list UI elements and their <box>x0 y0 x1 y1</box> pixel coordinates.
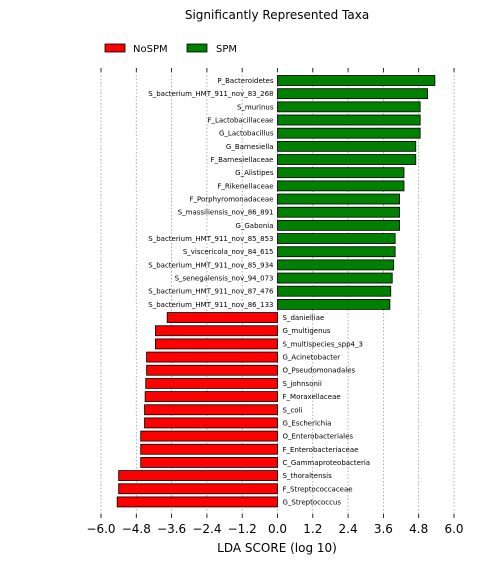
bar-label: S_viscericola_nov_84_615 <box>183 248 274 256</box>
bar <box>277 180 405 192</box>
legend: NoSPM SPM <box>104 43 237 55</box>
x-tick-label: −3.6 <box>157 522 186 536</box>
bar <box>155 325 278 337</box>
bar-label: G_Gabonia <box>235 222 273 230</box>
x-tick-label: 0.0 <box>268 522 287 536</box>
bar <box>140 430 278 442</box>
legend-label-spm: SPM <box>216 44 237 55</box>
x-tick-label: −1.2 <box>228 522 257 536</box>
chart-title: Significantly Represented Taxa <box>185 8 369 22</box>
bar-label: O_Enterobacteriales <box>283 433 354 441</box>
bar <box>155 338 278 350</box>
bar-label: F_Rikenellaceae <box>217 182 273 190</box>
x-tick-label: 1.2 <box>303 522 322 536</box>
bar <box>140 443 278 455</box>
bar <box>144 417 278 429</box>
bar-label: S_bacterium_HMT_911_nov_83_268 <box>148 90 273 98</box>
x-tick-label: −6.0 <box>86 522 115 536</box>
bar <box>118 483 278 495</box>
legend-label-nospm: NoSPM <box>133 44 168 55</box>
legend-swatch-nospm <box>104 43 126 53</box>
bar <box>277 259 395 271</box>
bar <box>116 496 278 508</box>
bar <box>277 167 405 179</box>
bar-label: G_Acinetobacter <box>283 354 341 362</box>
bar <box>144 391 278 402</box>
bar-label: G_Streptococcus <box>283 498 342 506</box>
bars <box>116 75 436 508</box>
bar-label: G_Alistipes <box>235 169 274 177</box>
bar <box>277 206 400 218</box>
bar <box>146 351 278 363</box>
bar-label: F_Moraxellaceae <box>283 393 341 401</box>
bar <box>145 378 278 389</box>
bar <box>140 457 278 468</box>
bar <box>118 470 278 482</box>
bar <box>144 404 278 416</box>
x-tick-label: 4.8 <box>409 522 428 536</box>
bar <box>277 272 393 284</box>
x-axis-label: LDA SCORE (log 10) <box>217 541 337 555</box>
bar <box>277 140 417 152</box>
bar-label: S_bacterium_HMT_911_nov_87_476 <box>148 288 274 296</box>
legend-swatch-spm <box>186 43 208 53</box>
bar-label: O_Pseudomonadales <box>283 367 356 375</box>
bar-label: S_bacterium_HMT_911_nov_86_133 <box>148 301 273 309</box>
bar <box>277 193 400 205</box>
bar-label: F_Barnesiellaceae <box>211 156 274 164</box>
x-axis: −6.0 −4.8 −3.6 −2.4 −1.2 0.0 1.2 2.4 3.6 4.8 6.0 <box>86 68 464 536</box>
bar-label: G_Barnesiella <box>226 143 274 151</box>
bar-label: S_murinus <box>237 103 274 111</box>
bar <box>277 154 417 165</box>
x-tick-label: 3.6 <box>374 522 393 536</box>
bar <box>277 298 391 310</box>
bar <box>277 88 428 100</box>
bar-label: S_thoraltensis <box>283 472 333 480</box>
bar-label: F_Enterobacteriaceae <box>283 446 359 454</box>
bar-label: S_bacterium_HMT_911_nov_85_853 <box>148 235 273 243</box>
bar-label: S_danielliae <box>283 314 325 322</box>
bar <box>277 285 392 297</box>
bar <box>277 114 421 126</box>
bar <box>277 233 396 244</box>
bar-label: F_Lactobacillaceae <box>207 117 273 125</box>
bar-label: G_Lactobacillus <box>219 130 274 138</box>
bar-label: F_Porphyromonadaceae <box>190 196 274 204</box>
bar-label: G_Escherichia <box>283 419 332 427</box>
bar-label: G_multigenus <box>283 327 331 335</box>
bar-label: P_Bacteroidetes <box>217 77 273 85</box>
bar-label: S_massiliensis_nov_86_891 <box>178 209 274 217</box>
bar-label: C_Gammaproteobacteria <box>283 459 371 467</box>
bar <box>277 101 421 113</box>
bar-label: S_johnsonii <box>283 380 322 388</box>
bar <box>277 75 436 86</box>
bar <box>277 246 396 258</box>
bar <box>146 364 278 376</box>
bar <box>277 219 400 231</box>
bar <box>277 127 421 139</box>
x-tick-label: −4.8 <box>122 522 151 536</box>
bar-label: F_Streptococcaceae <box>283 485 353 493</box>
bar-labels: P_Bacteroidetes S_bacterium_HMT_911_nov_8… <box>148 77 370 506</box>
x-tick-label: 6.0 <box>444 522 463 536</box>
x-tick-label: −2.4 <box>192 522 221 536</box>
bar-label: S_multispecies_spp4_3 <box>283 340 363 348</box>
bar-label: S_senegalensis_nov_94_073 <box>175 275 274 283</box>
x-tick-label: 2.4 <box>339 522 358 536</box>
bar-label: S_coli <box>283 406 303 414</box>
bar <box>166 312 278 323</box>
bar-label: S_bacterium_HMT_911_nov_85_934 <box>148 261 274 269</box>
